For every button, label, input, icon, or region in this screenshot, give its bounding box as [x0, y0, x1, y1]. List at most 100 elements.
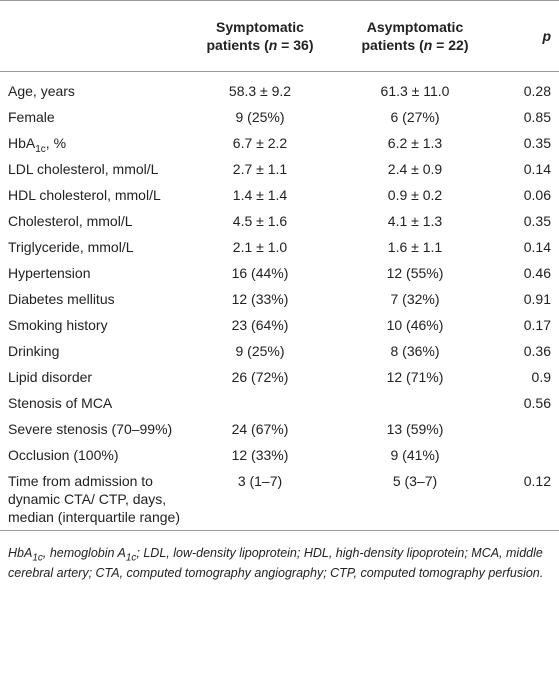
- label-cell: LDL cholesterol, mmol/L: [8, 161, 159, 177]
- table-row: Time from admission to dynamic CTA/ CTP,…: [0, 468, 559, 531]
- table-row: LDL cholesterol, mmol/L 2.7 ± 1.1 2.4 ± 0.…: [0, 156, 559, 182]
- value-cell: 12 (71%): [386, 369, 444, 385]
- value-cell: 4.5 ± 1.6: [232, 213, 288, 229]
- value-cell: 0.12: [500, 468, 559, 531]
- value-cell: 0.91: [523, 291, 551, 307]
- value-cell: 9 (25%): [235, 109, 285, 125]
- label-cell: Cholesterol, mmol/L: [8, 213, 133, 229]
- value-cell: 23 (64%): [231, 317, 289, 333]
- header-cell: Symptomatic patients (n = 36): [190, 0, 330, 72]
- label-cell: Female: [8, 109, 55, 125]
- header-row: Symptomatic patients (n = 36) Asymptomat…: [0, 0, 559, 72]
- value-cell: 16 (44%): [231, 265, 289, 281]
- text-part: 1c: [32, 552, 43, 564]
- value-cell: 0.14: [523, 239, 551, 255]
- text-part: ; LDL, low-density lipoprotein; HDL, hig…: [8, 546, 544, 580]
- table-row: Occlusion (100%) 12 (33%) 9 (41%): [0, 442, 559, 468]
- table-row: HDL cholesterol, mmol/L 1.4 ± 1.4 0.9 ± 0.…: [0, 182, 559, 208]
- label-cell: Age, years: [8, 83, 75, 99]
- header-cell: Asymptomatic patients (n = 22): [330, 0, 500, 72]
- value-cell: 5 (3–7): [330, 468, 500, 531]
- table-row: Smoking history 23 (64%) 10 (46%) 0.17: [0, 312, 559, 338]
- value-cell: 8 (36%): [390, 343, 440, 359]
- value-cell: 4.1 ± 1.3: [387, 213, 443, 229]
- value-cell: 10 (46%): [386, 317, 444, 333]
- table-row: Severe stenosis (70–99%) 24 (67%) 13 (59%): [0, 416, 559, 442]
- label-cell: Diabetes mellitus: [8, 291, 115, 307]
- label-cell: Drinking: [8, 343, 60, 359]
- value-cell: 0.9 ± 0.2: [387, 187, 443, 203]
- data-table: Symptomatic patients (n = 36) Asymptomat…: [0, 0, 559, 531]
- value-cell: 6.7 ± 2.2: [232, 135, 288, 151]
- value-cell: 26 (72%): [231, 369, 289, 385]
- table-header: Symptomatic patients (n = 36) Asymptomat…: [0, 0, 559, 72]
- value-cell: 9 (41%): [390, 447, 440, 463]
- value-cell: 13 (59%): [386, 421, 444, 437]
- label-cell: Hypertension: [8, 265, 91, 281]
- value-cell: 6 (27%): [390, 109, 440, 125]
- value-cell: [330, 390, 500, 416]
- value-cell: 7 (32%): [390, 291, 440, 307]
- value-cell: 1.4 ± 1.4: [232, 187, 288, 203]
- value-cell: 0.35: [523, 135, 551, 151]
- value-cell: 0.06: [523, 187, 551, 203]
- label-cell: Smoking history: [8, 317, 108, 333]
- table-row: Lipid disorder 26 (72%) 12 (71%) 0.9: [0, 364, 559, 390]
- text-part: HbA: [8, 546, 33, 560]
- value-cell: 12 (33%): [231, 447, 289, 463]
- label-cell: Stenosis of MCA: [8, 395, 113, 411]
- value-cell: 6.2 ± 1.3: [387, 135, 443, 151]
- value-cell: 0.28: [523, 83, 551, 99]
- value-cell: 0.14: [523, 161, 551, 177]
- label-cell: Severe stenosis (70–99%): [8, 421, 173, 437]
- table-row: Female 9 (25%) 6 (27%) 0.85: [0, 104, 559, 130]
- value-cell: 9 (25%): [235, 343, 285, 359]
- label-cell: Occlusion (100%): [8, 447, 119, 463]
- table-row: Stenosis of MCA 0.56: [0, 390, 559, 416]
- value-cell: 3 (1–7): [190, 468, 330, 531]
- footnote: HbA1c, hemoglobin A1c; LDL, low-density …: [0, 531, 559, 583]
- table-body: Age, years 58.3 ± 9.2 61.3 ± 11.0 0.28 Femal…: [0, 72, 559, 531]
- value-cell: [500, 442, 559, 468]
- header-text: = 22): [432, 37, 469, 53]
- value-cell: 0.17: [523, 317, 551, 333]
- label-cell: HDL cholesterol, mmol/L: [8, 187, 161, 203]
- header-text: Symptomatic patients (: [206, 19, 304, 53]
- header-text: Asymptomatic patients (: [361, 19, 464, 53]
- value-cell: 12 (55%): [386, 265, 444, 281]
- text-part: , hemoglobin A: [42, 546, 126, 560]
- table-row: Age, years 58.3 ± 9.2 61.3 ± 11.0 0.28: [0, 72, 559, 105]
- label-cell: Time from admission to dynamic CTA/ CTP,…: [0, 468, 190, 531]
- value-cell: [500, 416, 559, 442]
- value-cell: 1.6 ± 1.1: [387, 239, 443, 255]
- header-text: n: [423, 37, 433, 53]
- value-cell: 2.7 ± 1.1: [232, 161, 288, 177]
- header-text: n: [268, 37, 278, 53]
- value-cell: 0.85: [523, 109, 551, 125]
- text-part: HbA: [8, 135, 36, 151]
- value-cell: 0.56: [523, 395, 551, 411]
- value-cell: 58.3 ± 9.2: [228, 83, 292, 99]
- value-cell: 2.4 ± 0.9: [387, 161, 443, 177]
- value-cell: 0.46: [523, 265, 551, 281]
- table-row: Cholesterol, mmol/L 4.5 ± 1.6 4.1 ± 1.3 0.3…: [0, 208, 559, 234]
- table-row: Diabetes mellitus 12 (33%) 7 (32%) 0.91: [0, 286, 559, 312]
- table-row: Drinking 9 (25%) 8 (36%) 0.36: [0, 338, 559, 364]
- table-row: Hypertension 16 (44%) 12 (55%) 0.46: [0, 260, 559, 286]
- header-text: = 36): [277, 37, 314, 53]
- value-cell: 12 (33%): [231, 291, 289, 307]
- text-part: 1c: [35, 143, 46, 155]
- value-cell: 24 (67%): [231, 421, 289, 437]
- header-cell: p: [500, 0, 559, 72]
- value-cell: 2.1 ± 1.0: [232, 239, 288, 255]
- label-cell: Lipid disorder: [8, 369, 93, 385]
- header-cell: [0, 0, 190, 72]
- value-cell: 0.35: [523, 213, 551, 229]
- header-text: p: [542, 28, 551, 44]
- value-cell: 61.3 ± 11.0: [380, 83, 450, 99]
- value-cell: 0.9: [531, 369, 551, 385]
- table-row: Triglyceride, mmol/L 2.1 ± 1.0 1.6 ± 1.1 0.…: [0, 234, 559, 260]
- table-row: HbA1c, % 6.7 ± 2.2 6.2 ± 1.3 0.35: [0, 130, 559, 156]
- text-part: 1c: [125, 552, 137, 564]
